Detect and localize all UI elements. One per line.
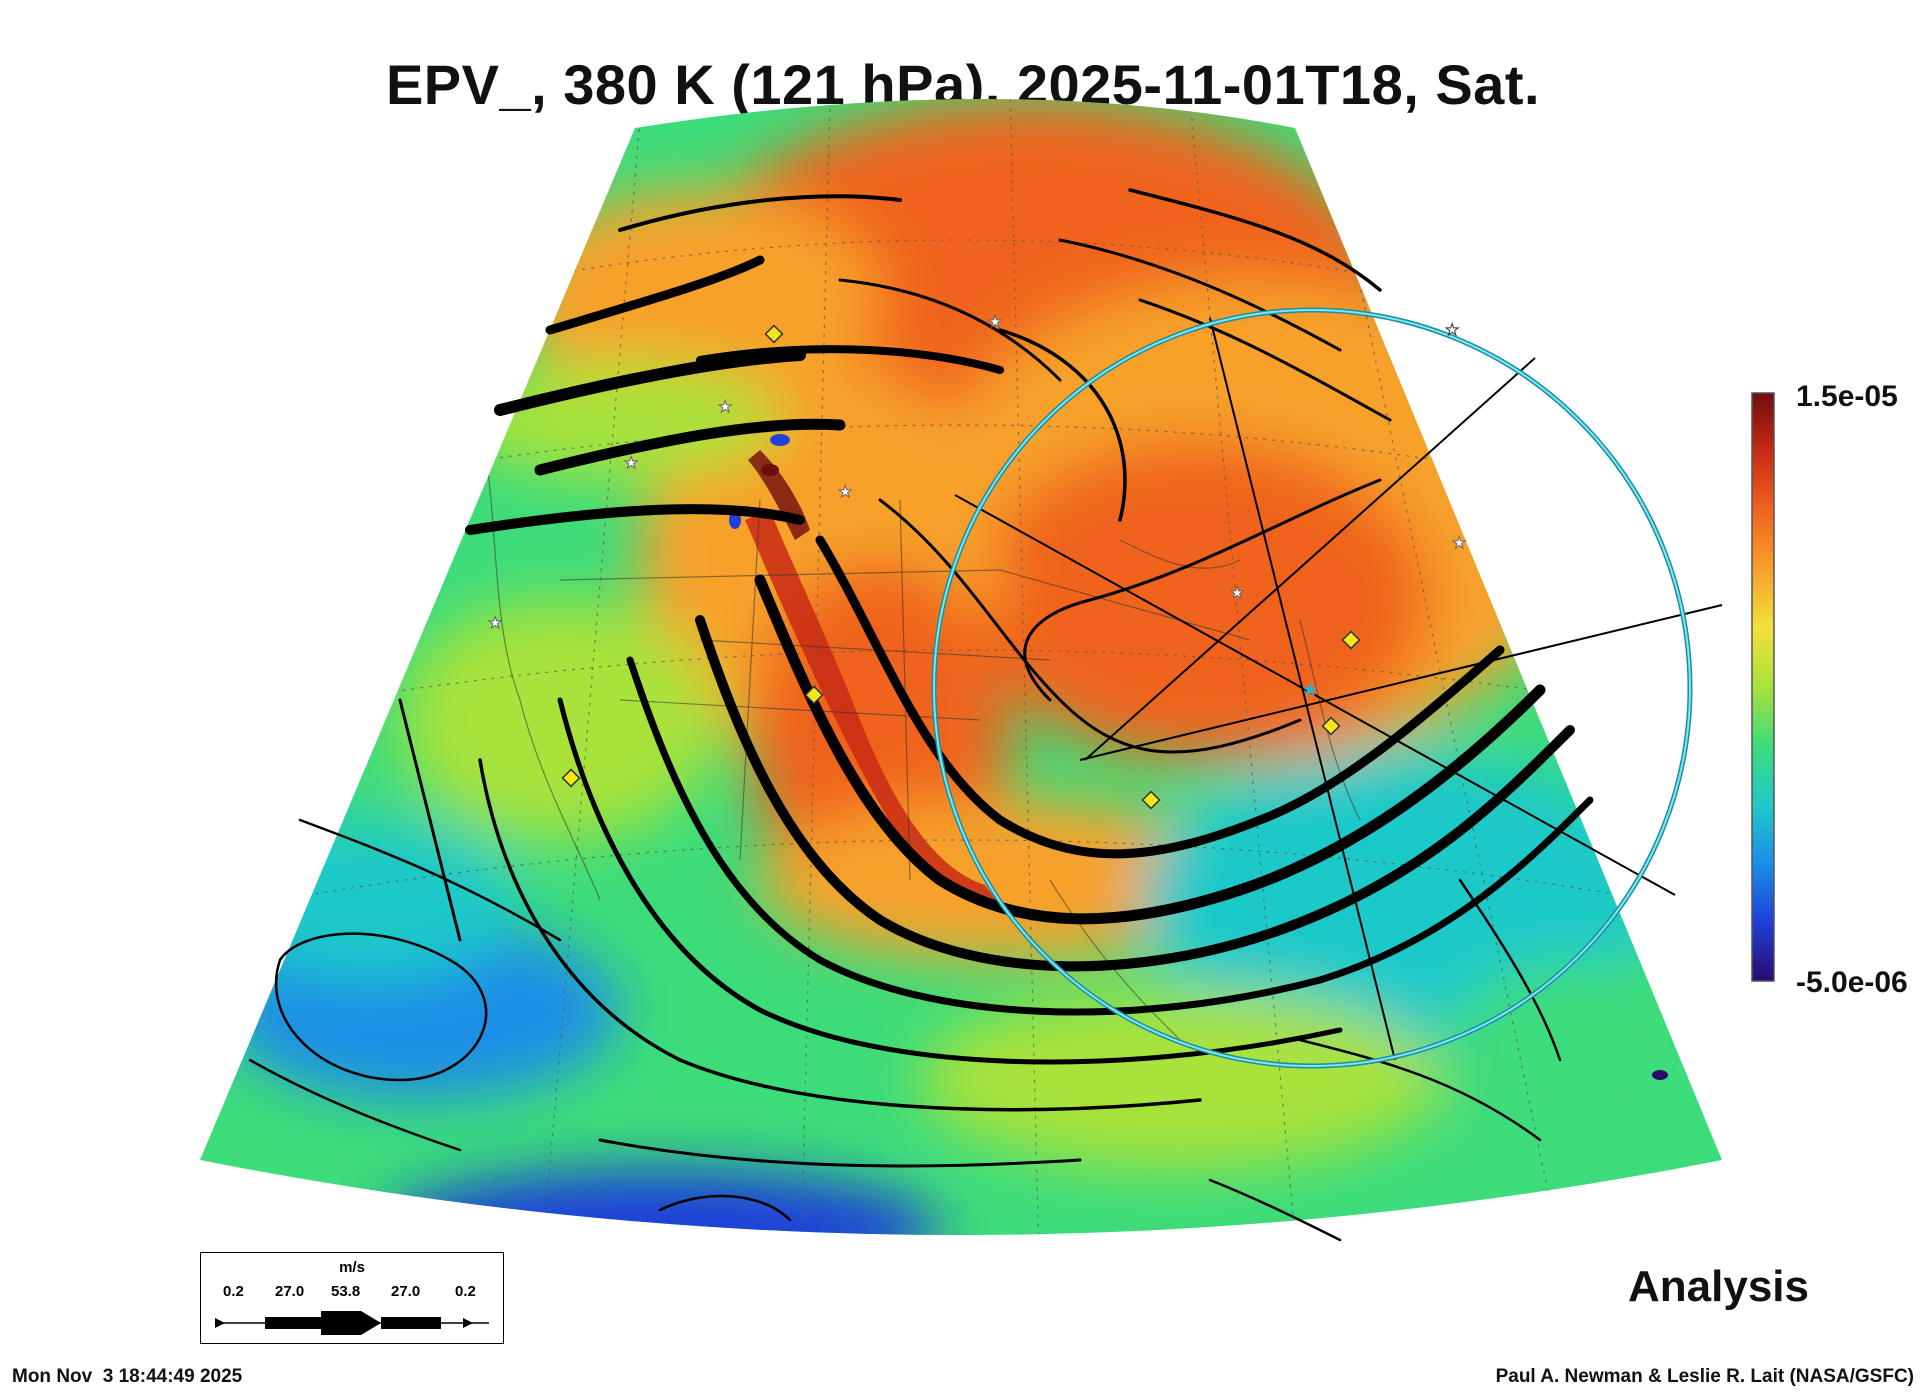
star-marker: ★	[988, 314, 1002, 331]
star-marker: ★	[838, 484, 852, 501]
diamond-marker	[561, 768, 581, 788]
wind-legend-tick: 0.2	[455, 1283, 476, 1300]
station-markers: ★ ★ ★ ★ ★ ★ ★ ★ ★	[488, 314, 1467, 810]
star-marker: ★	[718, 399, 732, 416]
diamond-marker	[1321, 716, 1341, 736]
colorbar-max-label: 1.5e-05	[1796, 380, 1898, 413]
colorbar-min-label: -5.0e-06	[1796, 966, 1908, 999]
range-ring	[931, 307, 1693, 1069]
diamond-marker	[1341, 630, 1361, 650]
footer-timestamp: Mon Nov 3 18:44:49 2025	[12, 1366, 243, 1387]
analysis-label: Analysis	[1628, 1262, 1809, 1311]
wind-legend-unit: m/s	[339, 1259, 365, 1276]
center-star-marker: ★	[1303, 682, 1317, 699]
colorbar	[1751, 392, 1775, 982]
star-marker: ★	[488, 615, 502, 632]
star-marker: ★	[624, 455, 638, 472]
wind-legend-tick: 27.0	[275, 1283, 305, 1300]
wind-legend-tick: 27.0	[391, 1283, 421, 1300]
wind-legend-arrow	[215, 1311, 489, 1335]
cross-section-lines	[954, 317, 1723, 1061]
wind-legend-tick: 0.2	[223, 1283, 244, 1300]
footer-credit: Paul A. Newman & Leslie R. Lait (NASA/GS…	[1495, 1366, 1914, 1387]
star-marker: ★	[1230, 585, 1244, 602]
star-marker: ★	[1452, 535, 1466, 552]
diamond-marker	[804, 685, 824, 705]
wind-legend-tick: 53.8	[331, 1283, 361, 1300]
wind-speed-legend: m/s 0.2 27.0 53.8 27.0 0.2	[200, 1252, 504, 1344]
diamond-marker	[1141, 790, 1161, 810]
star-marker: ★	[1445, 322, 1459, 339]
diamond-marker	[764, 324, 784, 344]
